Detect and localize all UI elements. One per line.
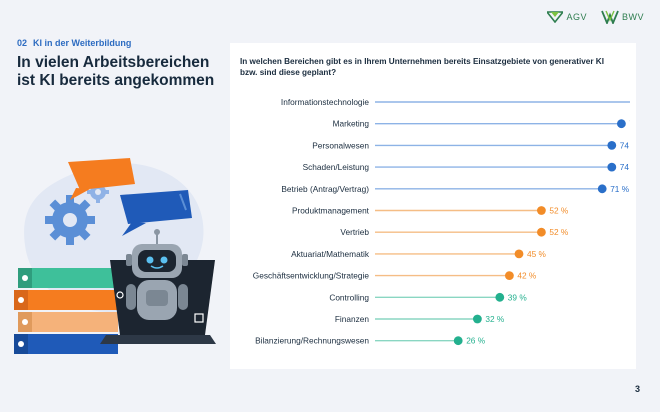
category-label: Controlling: [329, 292, 369, 302]
value-label: 26 %: [466, 336, 486, 346]
category-label: Marketing: [333, 119, 370, 129]
value-label: 74 %: [620, 140, 630, 150]
agv-logo-text: AGV: [566, 12, 587, 22]
section-label: 02 KI in der Weiterbildung: [17, 38, 137, 48]
category-label: Geschäftsentwicklung/Strategie: [253, 271, 370, 281]
value-label: 71 %: [610, 184, 630, 194]
category-label: Bilanzierung/Rechnungswesen: [255, 336, 369, 346]
header-logos: AGV BWV: [547, 10, 644, 24]
value-label: 42 %: [517, 271, 537, 281]
speech-bubble-icon-blue: [120, 190, 192, 236]
value-dot: [473, 314, 482, 324]
bwv-logo: BWV: [601, 10, 644, 24]
category-label: Aktuariat/Mathematik: [291, 249, 370, 259]
value-label: 45 %: [527, 249, 547, 259]
value-label: 32 %: [485, 314, 505, 324]
page-number: 3: [634, 384, 640, 394]
speech-bubble-icon-orange: [68, 158, 135, 200]
value-label: 52 %: [549, 206, 569, 216]
value-label: 77 %: [629, 119, 630, 129]
chart-question-title: In welchen Bereichen gibt es in Ihrem Un…: [240, 57, 604, 77]
value-label: 74 %: [620, 162, 630, 172]
category-label: Produktmanagement: [292, 206, 370, 216]
section-number: 02: [17, 38, 28, 48]
bwv-logo-icon: [601, 10, 619, 24]
value-label: 39 %: [508, 292, 528, 302]
value-dot: [514, 249, 524, 259]
category-label: Schaden/Leistung: [303, 162, 370, 172]
category-label: Informationstechnologie: [281, 97, 369, 107]
robot-illustration: [126, 229, 188, 320]
value-dot: [495, 292, 505, 302]
value-dot: [607, 162, 617, 172]
value-dot: [505, 271, 514, 280]
dot-chart: Informationstechnologie84 %Marketing77 %…: [253, 97, 630, 346]
value-dot: [607, 141, 617, 150]
agv-logo-icon: [547, 11, 564, 23]
category-label: Betrieb (Antrag/Vertrag): [281, 184, 369, 194]
value-dot: [453, 336, 463, 346]
value-dot: [537, 206, 546, 215]
category-label: Personalwesen: [312, 140, 369, 150]
value-dot: [597, 184, 607, 194]
gear-icon: [45, 195, 95, 245]
binder-illustration: [14, 268, 118, 354]
ai-illustration: [14, 158, 216, 354]
category-label: Finanzen: [335, 314, 370, 324]
chart-panel: [230, 43, 636, 369]
agv-logo: AGV: [547, 11, 587, 23]
value-dot: [617, 119, 626, 129]
value-label: 52 %: [549, 227, 569, 237]
page-headline: In vielen Arbeitsbereichen ist KI bereit…: [17, 54, 215, 89]
value-dot: [537, 227, 546, 237]
bwv-logo-text: BWV: [621, 12, 644, 22]
category-label: Vertrieb: [340, 227, 369, 237]
section-title: KI in der Weiterbildung: [33, 38, 132, 48]
